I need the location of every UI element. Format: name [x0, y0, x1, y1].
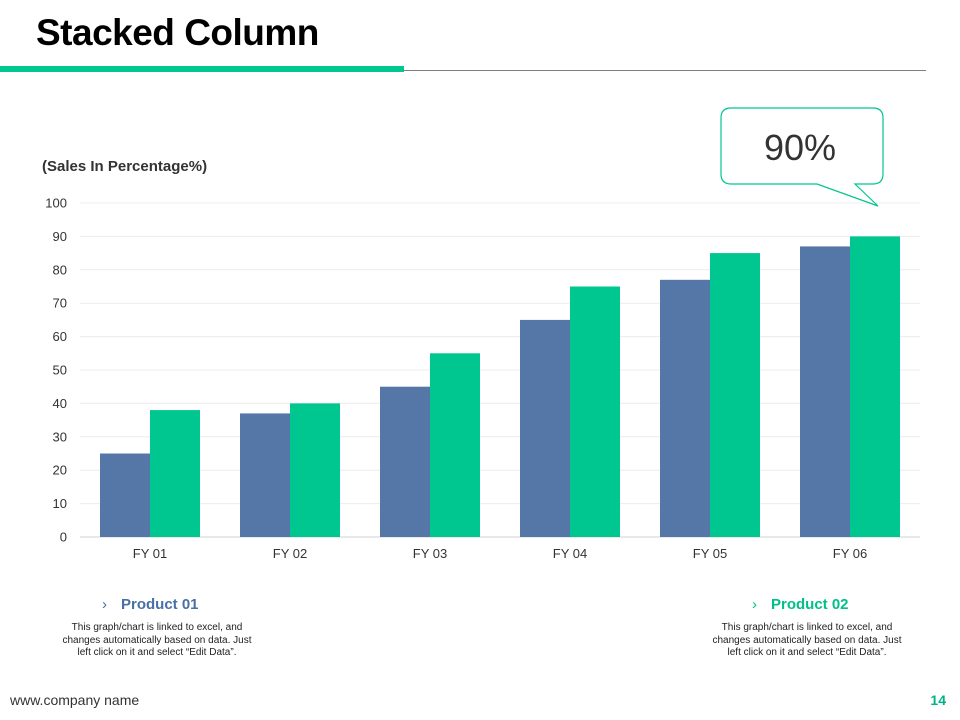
y-tick-label: 40	[53, 396, 67, 411]
bar-product-02-fy-03	[430, 353, 480, 537]
product-02-description: This graph/chart is linked to excel, and…	[712, 622, 902, 658]
product-01-label: Product 01	[121, 596, 199, 613]
y-tick-label: 90	[53, 229, 67, 244]
bar-product-01-fy-05	[660, 279, 710, 537]
product-02-label: Product 02	[771, 596, 849, 613]
x-tick-label: FY 05	[693, 546, 727, 561]
bar-product-01-fy-06	[800, 246, 850, 538]
title-divider-line	[404, 70, 926, 71]
bars	[100, 236, 900, 538]
callout-value: 90%	[764, 127, 836, 168]
page-number: 14	[930, 692, 946, 708]
y-tick-label: 10	[53, 496, 67, 511]
x-tick-label: FY 04	[553, 546, 587, 561]
footer-website: www.company name	[10, 692, 140, 708]
x-tick-label: FY 01	[133, 546, 167, 561]
bar-product-02-fy-05	[710, 253, 760, 537]
chevron-right-icon: ›	[752, 596, 757, 613]
y-tick-label: 60	[53, 329, 67, 344]
sales-chart: 0 10 20 30 40 50 60 70 80 90 100 FY 01 FY 02 FY 03 FY …	[45, 107, 920, 562]
value-callout: 90%	[720, 107, 884, 207]
product-01-description: This graph/chart is linked to excel, and…	[62, 622, 252, 658]
slide-title: Stacked Column	[36, 12, 319, 53]
callout-bubble	[720, 107, 884, 207]
legend-product-02: › Product 02	[752, 596, 849, 613]
x-tick-label: FY 02	[273, 546, 307, 561]
bar-product-02-fy-04	[570, 286, 620, 537]
bar-product-02-fy-01	[150, 410, 200, 537]
y-tick-label: 30	[53, 429, 67, 444]
bar-product-01-fy-04	[520, 319, 570, 537]
tick-labels: 0 10 20 30 40 50 60 70 80 90 100 FY 01 FY 02 FY 03 FY …	[45, 196, 867, 562]
y-tick-label: 70	[53, 296, 67, 311]
y-axis-label: (Sales In Percentage%)	[42, 158, 208, 175]
y-tick-label: 100	[45, 196, 67, 211]
y-tick-label: 50	[53, 363, 67, 378]
x-tick-label: FY 03	[413, 546, 447, 561]
y-tick-label: 0	[60, 530, 67, 545]
title-accent-bar	[0, 66, 404, 72]
y-tick-label: 20	[53, 463, 67, 478]
legend-product-01: › Product 01	[102, 596, 199, 613]
bar-product-02-fy-02	[290, 403, 340, 537]
y-tick-label: 80	[53, 262, 67, 277]
bar-product-01-fy-03	[380, 386, 430, 537]
chevron-right-icon: ›	[102, 596, 107, 613]
x-tick-label: FY 06	[833, 546, 867, 561]
bar-product-01-fy-01	[100, 453, 150, 537]
gridlines	[80, 202, 920, 538]
bar-product-01-fy-02	[240, 413, 290, 537]
bar-product-02-fy-06	[850, 236, 900, 537]
